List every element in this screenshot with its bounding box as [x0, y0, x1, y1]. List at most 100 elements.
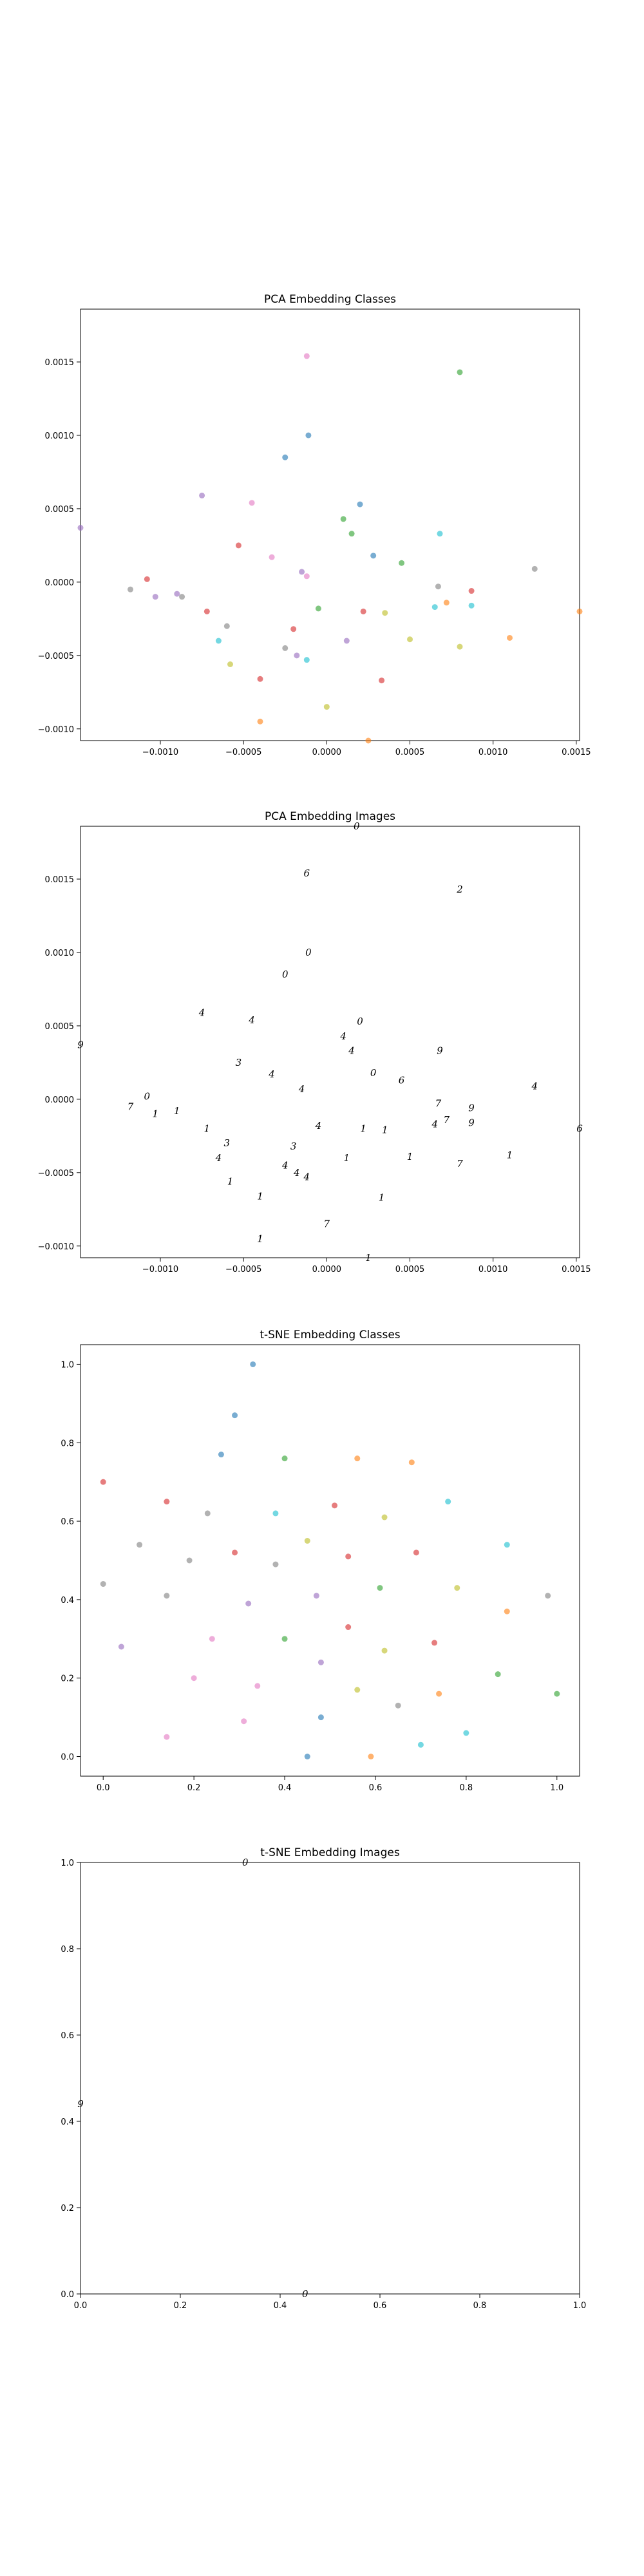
data-point — [468, 602, 475, 609]
image-glyph-point: 1 — [507, 1149, 513, 1160]
data-point — [304, 1754, 310, 1760]
y-tick-label: 0.0000 — [45, 578, 75, 588]
data-point — [345, 1553, 352, 1560]
data-point — [323, 704, 330, 710]
y-tick-label: 0.0015 — [45, 875, 75, 885]
data-point — [531, 565, 538, 572]
data-point — [504, 1542, 510, 1548]
data-point — [317, 1659, 324, 1665]
image-glyph-point: 0 — [242, 1857, 249, 1868]
image-glyph-point: 0 — [357, 1016, 363, 1027]
image-glyph-point: 7 — [324, 1218, 330, 1230]
data-point — [315, 605, 321, 612]
x-tick-label: 0.8 — [460, 1783, 473, 1793]
y-tick-label: 0.4 — [61, 1596, 74, 1605]
data-point — [408, 1459, 415, 1466]
x-tick-label: 0.4 — [278, 1783, 292, 1793]
y-tick-label: 0.0 — [61, 2290, 74, 2300]
data-point — [272, 1510, 279, 1517]
data-point — [457, 369, 463, 375]
y-tick-label: −0.0005 — [38, 1169, 74, 1179]
data-point — [436, 1690, 442, 1697]
data-point — [495, 1671, 501, 1678]
data-point — [554, 1690, 560, 1697]
y-tick-label: 0.4 — [61, 2117, 74, 2127]
data-point — [245, 1600, 252, 1607]
image-glyph-point: 6 — [576, 1122, 583, 1134]
x-tick-label: −0.0005 — [225, 748, 261, 757]
x-tick-label: 0.8 — [473, 2301, 487, 2311]
data-point — [343, 638, 350, 644]
data-point — [305, 432, 312, 439]
data-point — [377, 1585, 383, 1591]
image-glyph-point: 7 — [435, 1098, 442, 1110]
image-glyph-point: 4 — [281, 1159, 289, 1171]
image-glyph-point: 1 — [365, 1252, 372, 1264]
image-glyph-point: 4 — [431, 1119, 438, 1130]
image-glyph-point: 3 — [224, 1137, 231, 1149]
image-glyph-point: 0 — [302, 2288, 308, 2300]
x-tick-label: −0.0010 — [142, 748, 178, 757]
image-glyph-point: 6 — [304, 867, 310, 879]
image-glyph-point: 1 — [174, 1105, 180, 1117]
data-point — [272, 1561, 279, 1567]
plot-frame — [80, 1344, 580, 1777]
image-glyph-point: 2 — [456, 884, 463, 895]
chart-title: t-SNE Embedding Images — [260, 1846, 400, 1859]
data-point — [304, 1538, 310, 1544]
image-glyph-point: 1 — [382, 1124, 388, 1136]
y-tick-label: 0.6 — [61, 2031, 74, 2041]
x-tick-label: 0.0005 — [395, 1265, 425, 1274]
data-point — [199, 492, 205, 498]
data-point — [215, 638, 222, 644]
y-tick-label: 0.0000 — [45, 1095, 75, 1105]
data-point — [437, 531, 443, 537]
y-tick-label: 0.2 — [61, 2204, 74, 2213]
data-point — [204, 1510, 211, 1517]
y-tick-label: 0.0015 — [45, 358, 75, 368]
data-point — [232, 1412, 238, 1419]
data-point — [504, 1608, 510, 1615]
image-glyph-point: 0 — [305, 947, 312, 958]
x-tick-label: −0.0005 — [225, 1265, 261, 1274]
data-point — [332, 1502, 338, 1509]
data-point — [368, 1754, 374, 1760]
data-point — [576, 608, 583, 614]
image-glyph-point: 1 — [379, 1192, 385, 1204]
y-tick-label: 0.8 — [61, 1945, 74, 1955]
y-tick-label: 0.6 — [61, 1517, 74, 1527]
chart-panel-3: t-SNE Embedding Classes 0.0 0.2 0.4 0.6 0.8 1.… — [61, 1329, 580, 1793]
data-point — [431, 604, 438, 611]
y-tick-label: −0.0010 — [38, 1242, 74, 1252]
data-point — [227, 661, 233, 667]
image-glyph-point: 4 — [348, 1045, 355, 1057]
image-glyph-point: 1 — [227, 1175, 234, 1187]
data-point — [77, 525, 84, 531]
y-tick-label: 0.0010 — [45, 949, 75, 958]
data-point — [370, 553, 377, 559]
chart-title: PCA Embedding Classes — [264, 293, 396, 306]
image-glyph-point: 1 — [152, 1108, 158, 1120]
image-glyph-point: 9 — [437, 1045, 443, 1057]
y-tick-label: 0.2 — [61, 1674, 74, 1684]
image-glyph-point: 7 — [128, 1101, 134, 1112]
image-glyph-point: 4 — [339, 1030, 346, 1042]
data-point — [545, 1593, 551, 1599]
image-glyph-point: 7 — [444, 1114, 450, 1126]
chart-panel-2: PCA Embedding Images −0.0010 −0.0005 0.0000… — [38, 810, 591, 1274]
data-point — [340, 516, 346, 522]
data-point — [399, 560, 405, 566]
data-point — [435, 583, 441, 590]
data-point — [463, 1730, 469, 1736]
data-point — [164, 1499, 170, 1505]
image-glyph-point: 4 — [268, 1068, 275, 1080]
image-glyph-point: 1 — [257, 1233, 263, 1244]
data-point — [100, 1479, 106, 1485]
y-tick-label: 1.0 — [61, 1859, 74, 1868]
data-point — [118, 1643, 124, 1650]
plot-frame — [80, 1862, 580, 2295]
y-tick-label: 0.8 — [61, 1439, 74, 1448]
data-point — [431, 1640, 438, 1646]
data-point — [282, 645, 289, 651]
data-point — [357, 501, 363, 507]
